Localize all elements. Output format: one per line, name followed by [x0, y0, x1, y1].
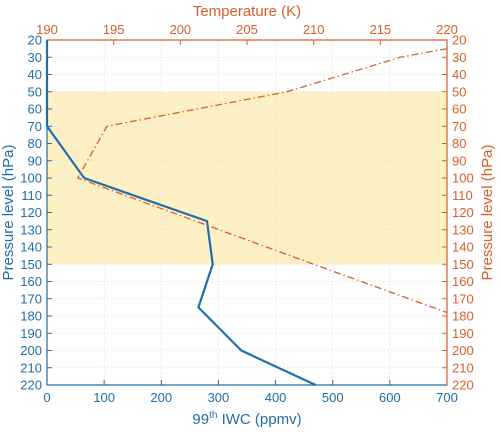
left-tick-label: 130 — [20, 222, 42, 237]
right-tick-label: 190 — [452, 326, 474, 341]
right-tick-label: 20 — [452, 33, 466, 48]
left-tick-label: 100 — [20, 171, 42, 186]
left-tick-label: 140 — [20, 240, 42, 255]
bottom-tick-label: 700 — [436, 390, 458, 405]
bottom-tick-label: 500 — [322, 390, 344, 405]
left-tick-label: 20 — [28, 33, 42, 48]
bottom-tick-label: 400 — [265, 390, 287, 405]
right-tick-label: 90 — [452, 153, 466, 168]
right-tick-label: 50 — [452, 84, 466, 99]
left-tick-label: 160 — [20, 274, 42, 289]
right-tick-label: 170 — [452, 291, 474, 306]
right-tick-label: 30 — [452, 50, 466, 65]
right-tick-label: 80 — [452, 136, 466, 151]
left-tick-label: 70 — [28, 119, 42, 134]
right-tick-label: 60 — [452, 102, 466, 117]
top-tick-label: 190 — [36, 22, 58, 37]
top-tick-label: 200 — [169, 22, 191, 37]
right-tick-label: 220 — [452, 378, 474, 393]
left-tick-label: 50 — [28, 84, 42, 99]
bottom-tick-label: 0 — [43, 390, 50, 405]
left-tick-label: 120 — [20, 205, 42, 220]
temperature-line — [77, 47, 448, 314]
top-tick-label: 215 — [369, 22, 391, 37]
left-tick-label: 40 — [28, 67, 42, 82]
right-tick-label: 180 — [452, 309, 474, 324]
left-tick-label: 200 — [20, 343, 42, 358]
right-tick-label: 160 — [452, 274, 474, 289]
top-tick-label: 220 — [436, 22, 458, 37]
right-tick-label: 110 — [452, 188, 473, 203]
left-tick-label: 190 — [20, 326, 42, 341]
right-tick-label: 150 — [452, 257, 474, 272]
right-tick-label: 140 — [452, 240, 474, 255]
right-tick-label: 200 — [452, 343, 474, 358]
left-tick-label: 80 — [28, 136, 42, 151]
top-tick-label: 195 — [103, 22, 125, 37]
right-tick-label: 120 — [452, 205, 474, 220]
right-tick-label: 40 — [452, 67, 466, 82]
bottom-axis-label: 99th IWC (ppmv) — [192, 410, 301, 428]
right-tick-label: 70 — [452, 119, 466, 134]
bottom-tick-label: 100 — [93, 390, 115, 405]
tick-layer: 20 20 30 30 40 40 50 50 60 60 70 70 80 80 90 90 100 100 11… — [20, 22, 473, 405]
left-tick-label: 110 — [21, 188, 42, 203]
right-axis-label: Pressure level (hPa) — [479, 145, 496, 281]
top-tick-label: 210 — [303, 22, 325, 37]
left-axis-label: Pressure level (hPa) — [0, 145, 17, 281]
bottom-axis-label-superscript: th — [209, 410, 217, 421]
left-tick-label: 210 — [20, 360, 42, 375]
bottom-axis-label-suffix: IWC (ppmv) — [217, 411, 301, 428]
series-layer — [45, 40, 448, 386]
bottom-tick-label: 600 — [379, 390, 401, 405]
right-tick-label: 130 — [452, 222, 474, 237]
left-tick-label: 150 — [20, 257, 42, 272]
left-tick-label: 90 — [28, 153, 42, 168]
left-tick-label: 170 — [20, 291, 42, 306]
left-tick-label: 60 — [28, 102, 42, 117]
left-tick-label: 30 — [28, 50, 42, 65]
top-axis-label: Temperature (K) — [193, 3, 301, 20]
grid-layer — [46, 39, 448, 386]
iwc-line — [45, 40, 317, 386]
bottom-tick-label: 200 — [150, 390, 172, 405]
bottom-axis-label-prefix: 99 — [192, 411, 209, 428]
left-tick-label: 180 — [20, 309, 42, 324]
top-tick-label: 205 — [236, 22, 258, 37]
right-tick-label: 100 — [452, 171, 474, 186]
right-tick-label: 210 — [452, 360, 474, 375]
bottom-tick-label: 300 — [208, 390, 230, 405]
left-tick-label: 220 — [20, 378, 42, 393]
